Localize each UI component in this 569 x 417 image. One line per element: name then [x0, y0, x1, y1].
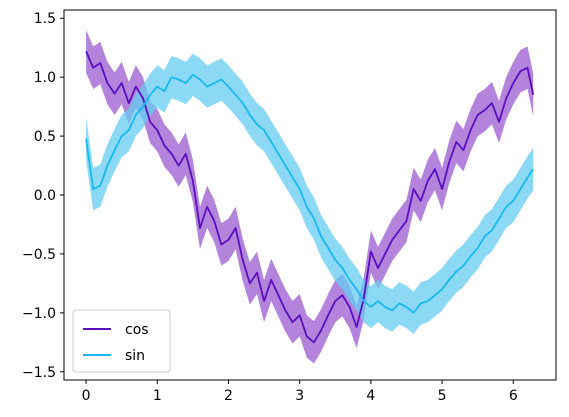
- legend-box: [72, 309, 171, 373]
- y-tick-label: −1.0: [22, 306, 56, 322]
- error-bands: [86, 30, 534, 364]
- y-tick-label: 1.0: [34, 70, 56, 86]
- x-axis: 0 1 2 3 4 5 6: [82, 380, 518, 404]
- x-tick-label: 4: [366, 388, 375, 404]
- x-tick-label: 2: [224, 388, 233, 404]
- y-tick-label: 0.0: [34, 188, 56, 204]
- x-tick-label: 3: [295, 388, 304, 404]
- legend-label-sin: sin: [125, 348, 145, 364]
- y-tick-label: −0.5: [22, 247, 56, 263]
- line-cos: [85, 50, 535, 344]
- band-sin: [86, 53, 534, 335]
- line-sin: [85, 73, 534, 314]
- y-tick-label: 1.5: [34, 11, 56, 27]
- band-cos: [86, 30, 534, 364]
- y-axis: −1.5 −1.0 −0.5 0.0 0.5 1.0 1.5: [22, 11, 64, 381]
- y-tick-label: −1.5: [22, 365, 56, 381]
- x-tick-label: 0: [82, 388, 91, 404]
- y-tick-label: 0.5: [34, 129, 56, 145]
- x-tick-label: 5: [438, 388, 447, 404]
- legend: cos sin: [72, 309, 171, 373]
- series-lines: [85, 50, 535, 344]
- x-tick-label: 1: [153, 388, 162, 404]
- x-tick-label: 6: [509, 388, 518, 404]
- legend-label-cos: cos: [125, 322, 149, 338]
